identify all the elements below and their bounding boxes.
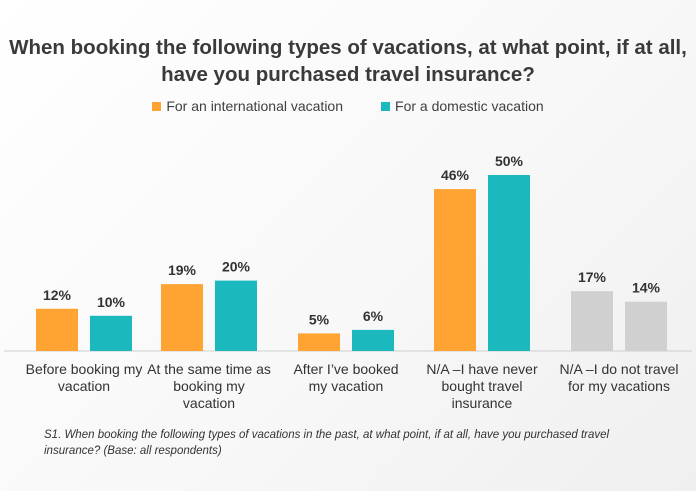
category-label: At the same time as booking my vacation bbox=[147, 361, 271, 411]
category-label-line: bought travel bbox=[442, 378, 523, 394]
bar bbox=[90, 315, 132, 351]
category-label: After I’ve booked my vacation bbox=[293, 361, 398, 394]
bar bbox=[298, 333, 340, 351]
category-label-line: insurance bbox=[452, 395, 513, 411]
category-label: N/A –I have never bought travel insurance bbox=[426, 361, 538, 411]
legend-label-domestic: For a domestic vacation bbox=[395, 98, 544, 114]
bar bbox=[625, 301, 667, 351]
category-label-line: vacation bbox=[58, 378, 110, 394]
data-label: 14% bbox=[632, 280, 661, 296]
data-label: 10% bbox=[97, 294, 126, 310]
data-label: 50% bbox=[495, 153, 524, 169]
chart-legend: For an international vacation For a dome… bbox=[0, 98, 696, 114]
legend-swatch-domestic bbox=[381, 101, 391, 111]
data-label: 19% bbox=[168, 262, 197, 278]
category-label-line: At the same time as bbox=[147, 361, 271, 377]
category-label-line: Before booking my bbox=[26, 361, 143, 377]
data-label: 20% bbox=[222, 259, 251, 275]
data-label: 5% bbox=[309, 311, 330, 327]
category-label-line: for my vacations bbox=[568, 378, 670, 394]
legend-item-international: For an international vacation bbox=[152, 98, 343, 114]
category-label-line: N/A –I do not travel bbox=[559, 361, 678, 377]
bar bbox=[36, 308, 78, 351]
chart-title: When booking the following types of vaca… bbox=[0, 34, 696, 88]
legend-swatch-international bbox=[152, 101, 162, 111]
footnote: S1. When booking the following types of … bbox=[44, 429, 610, 457]
data-label: 46% bbox=[441, 167, 470, 183]
data-label: 6% bbox=[363, 308, 384, 324]
bar bbox=[571, 291, 613, 351]
category-label-line: N/A –I have never bbox=[426, 361, 538, 377]
bar bbox=[352, 329, 394, 351]
bar bbox=[488, 175, 530, 351]
category-label-line: my vacation bbox=[309, 378, 384, 394]
category-label-line: booking my bbox=[173, 378, 245, 394]
chart-title-text: When booking the following types of vaca… bbox=[9, 36, 687, 86]
bar bbox=[215, 280, 257, 351]
bar bbox=[161, 284, 203, 351]
data-label: 17% bbox=[578, 269, 607, 285]
bar bbox=[434, 189, 476, 351]
data-label: 12% bbox=[43, 287, 72, 303]
legend-item-domestic: For a domestic vacation bbox=[381, 98, 544, 114]
category-label-line: After I’ve booked bbox=[293, 361, 398, 377]
legend-label-international: For an international vacation bbox=[166, 98, 344, 114]
category-label: N/A –I do not travel for my vacations bbox=[559, 361, 678, 394]
category-label: Before booking my vacation bbox=[26, 361, 143, 394]
category-label-line: vacation bbox=[183, 395, 235, 411]
